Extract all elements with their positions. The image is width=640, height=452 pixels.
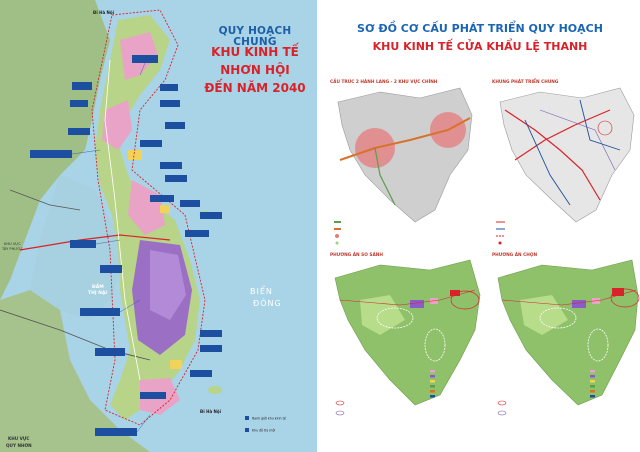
corridor-line: [374, 147, 396, 206]
left-legend: Ranh giới khu kinh tế Khu đô thị mới: [245, 416, 286, 433]
le-thanh-diagrams: [334, 87, 640, 416]
quadrant-4-map: [497, 259, 640, 416]
zone-yellow: [170, 360, 182, 369]
road: [0, 309, 151, 361]
road: [104, 59, 141, 381]
right-title-line1: SƠ ĐỒ CƠ CẤU PHÁT TRIỂN QUY HOẠCH: [357, 22, 603, 35]
island: [208, 386, 222, 394]
nhon-hoi-map-panel: Đi Hà Nội Đi Hà Nội BIỂN ĐÔNG ĐẦM THỊ NẠ…: [0, 0, 317, 452]
lagoon-label-2: THỊ NẠI: [88, 290, 107, 296]
right-title-line2: KHU KINH TẾ CỬA KHẨU LỆ THANH: [372, 40, 588, 53]
mainland-south: [0, 290, 150, 452]
nhon-hoi-map: Đi Hà Nội Đi Hà Nội BIỂN ĐÔNG ĐẦM THỊ NẠ…: [0, 0, 286, 452]
quadrant-3-title: PHƯƠNG ÁN SO SÁNH: [330, 253, 383, 258]
area-quy-nhon-1: KHU VỰC: [8, 436, 29, 441]
legend-item-1: Ranh giới khu kinh tế: [252, 417, 286, 421]
area-tay-phuoc-2: TÂY PHƯỚC: [1, 246, 24, 251]
corridor-line: [339, 117, 471, 161]
left-title-line1: QUY HOẠCH CHUNG: [218, 25, 292, 49]
place-south-label: Đi Hà Nội: [200, 409, 222, 414]
area-quy-nhon-2: QUY NHƠN: [6, 443, 32, 448]
area-tay-phuoc-1: KHU VỰC: [4, 242, 21, 246]
quadrant-1-title: CẤU TRÚC 2 HÀNH LANG - 2 KHU VỰC CHÍNH: [330, 80, 438, 85]
quadrant-3-legend-swatches: [430, 370, 435, 398]
urban-zone: [128, 180, 165, 235]
lagoon-label-1: ĐẦM: [92, 281, 104, 290]
zone-yellow: [160, 205, 170, 213]
left-title-line3: NHƠN HỘI: [220, 63, 290, 77]
place-north-label: Đi Hà Nội: [93, 10, 115, 15]
urban-zone: [102, 100, 132, 150]
sea-label-2: ĐÔNG: [253, 297, 282, 308]
quadrant-4-title: PHƯƠNG ÁN CHỌN: [492, 253, 538, 258]
quadrant-3-map: [334, 259, 481, 416]
left-title-line2: KHU KINH TẾ: [211, 45, 299, 59]
road: [19, 234, 171, 251]
quadrant-1-map: [334, 87, 473, 245]
callout-leaders: [71, 62, 151, 433]
quadrant-2-title: KHUNG PHÁT TRIỂN CHUNG: [492, 80, 559, 85]
callouts: [30, 55, 222, 436]
economic-zone-boundary: [91, 9, 206, 426]
industry-zone: [150, 250, 186, 320]
sea-label-1: BIỂN: [250, 284, 273, 296]
le-thanh-panel: SƠ ĐỒ CƠ CẤU PHÁT TRIỂN QUY HOẠCH KHU KI…: [320, 0, 640, 452]
quadrant-4-legend-swatches: [590, 370, 595, 398]
zone-yellow: [128, 150, 142, 160]
quadrant-2-map: [496, 87, 635, 245]
road: [9, 189, 81, 211]
left-title-line4: ĐẾN NĂM 2040: [204, 81, 306, 95]
panel-divider: [317, 0, 320, 452]
legend-item-2: Khu đô thị mới: [252, 429, 275, 433]
